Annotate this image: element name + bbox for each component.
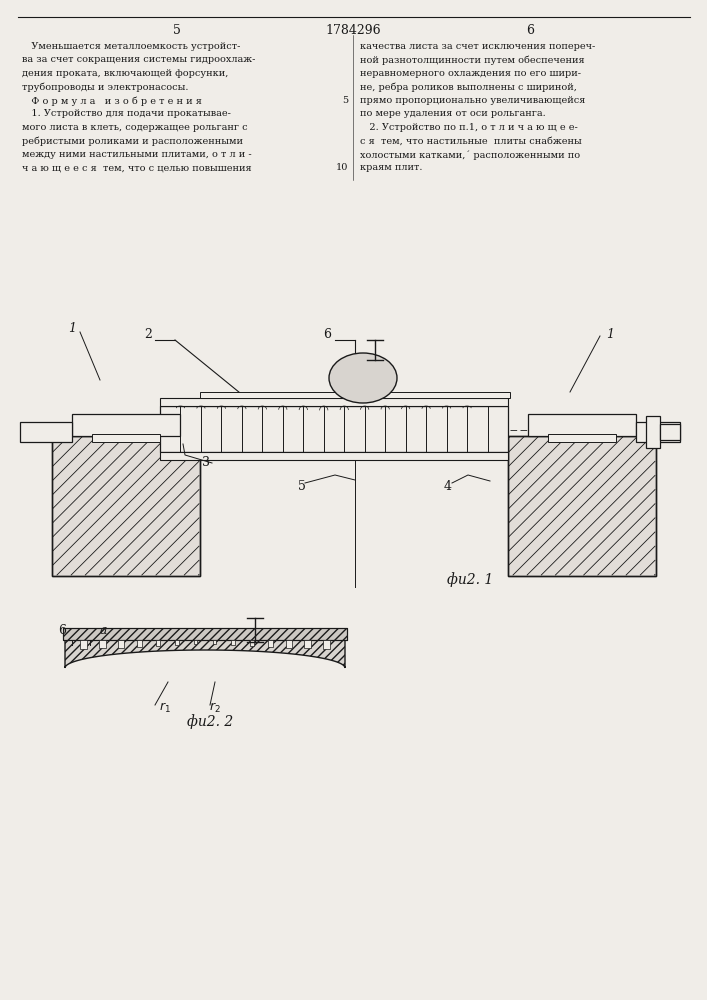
Text: 2. Устройство по п.1, о т л и ч а ю щ е е-: 2. Устройство по п.1, о т л и ч а ю щ е … [360,123,578,132]
Bar [231,640,235,645]
Text: неравномерного охлаждения по его шири-: неравномерного охлаждения по его шири- [360,69,581,78]
Bar [200,392,510,398]
Text: качества листа за счет исключения попереч-: качества листа за счет исключения попере… [360,42,595,51]
Text: 1: 1 [68,322,76,334]
Text: с я  тем, что настильные  плиты снабжены: с я тем, что настильные плиты снабжены [360,136,582,145]
Text: ной разнотолщинности путем обеспечения: ной разнотолщинности путем обеспечения [360,55,585,65]
Text: по мере удаления от оси рольганга.: по мере удаления от оси рольганга. [360,109,546,118]
Bar [63,628,347,640]
Text: 6: 6 [323,328,331,340]
Text: $r_2$: $r_2$ [209,701,221,715]
Bar [118,640,124,648]
Text: ч а ю щ е е с я  тем, что с целью повышения: ч а ю щ е е с я тем, что с целью повышен… [22,163,252,172]
Bar [63,628,347,640]
Text: ва за счет сокращения системы гидроохлаж-: ва за счет сокращения системы гидроохлаж… [22,55,255,64]
Text: a: a [99,624,107,637]
Bar [286,640,292,648]
Bar [213,640,216,644]
Bar [63,628,347,640]
Text: Ф о р м у л а   и з о б р е т е н и я: Ф о р м у л а и з о б р е т е н и я [22,96,202,105]
Text: холостыми катками,´ расположенными по: холостыми катками,´ расположенными по [360,150,580,159]
Bar [250,640,254,646]
Polygon shape [65,640,345,668]
Bar [137,640,142,647]
Bar [322,640,330,649]
Text: между ними настильными плитами, о т л и -: между ними настильными плитами, о т л и … [22,150,252,159]
Bar [160,398,508,406]
Bar [636,422,680,442]
Bar [160,452,508,460]
Text: Уменьшается металлоемкость устройст-: Уменьшается металлоемкость устройст- [22,42,240,51]
Text: 5: 5 [173,24,181,37]
Text: 3: 3 [202,456,210,468]
Text: 2: 2 [144,328,152,340]
Bar [52,436,200,576]
Text: 1. Устройство для подачи прокатывае-: 1. Устройство для подачи прокатывае- [22,109,231,118]
Bar [194,640,197,644]
Bar [660,424,680,440]
Text: мого листа в клеть, содержащее рольганг с: мого листа в клеть, содержащее рольганг … [22,123,247,132]
Text: ребристыми роликами и расположенными: ребристыми роликами и расположенными [22,136,243,146]
Text: трубопроводы и электронасосы.: трубопроводы и электронасосы. [22,83,189,92]
Text: 1: 1 [606,328,614,340]
Bar [99,640,105,648]
Text: 6: 6 [526,24,534,37]
Text: дения проката, включающей форсунки,: дения проката, включающей форсунки, [22,69,228,78]
Bar [508,436,656,576]
Text: 10: 10 [336,163,348,172]
Text: фu2. 1: фu2. 1 [447,573,493,587]
Text: $r_1$: $r_1$ [159,701,171,715]
Bar [175,640,179,645]
Text: 4: 4 [444,481,452,493]
Bar [52,436,200,576]
Bar [508,436,656,576]
Bar [72,414,180,436]
Bar [20,422,72,442]
Text: не, ребра роликов выполнены с шириной,: не, ребра роликов выполнены с шириной, [360,83,577,92]
Text: 5: 5 [342,96,348,105]
Bar [92,434,160,442]
Bar [156,640,160,646]
Bar [528,414,636,436]
Bar [305,640,311,648]
Text: 1784296: 1784296 [325,24,381,37]
Text: прямо пропорционально увеличивающейся: прямо пропорционально увеличивающейся [360,96,585,105]
Ellipse shape [329,353,397,403]
Bar [268,640,273,647]
Bar [160,406,508,452]
Text: 6: 6 [58,624,66,637]
Text: 5: 5 [298,481,306,493]
Bar [548,434,616,442]
Text: фu2. 2: фu2. 2 [187,715,233,729]
Bar [80,640,87,649]
Text: краям плит.: краям плит. [360,163,423,172]
Bar [646,416,660,448]
